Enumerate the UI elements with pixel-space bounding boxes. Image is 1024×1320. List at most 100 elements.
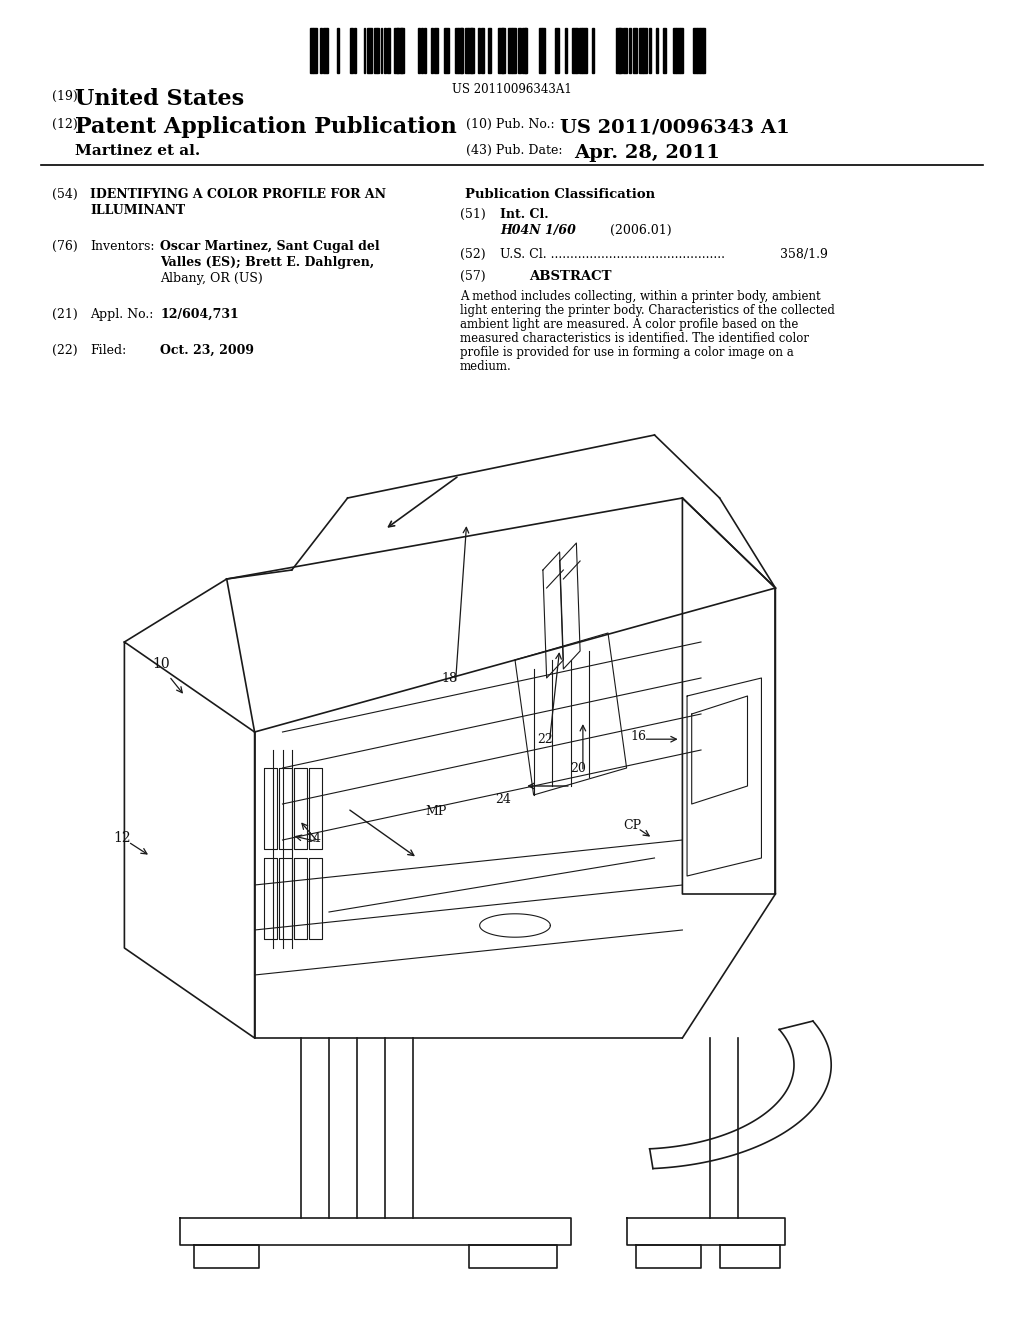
Text: 12/604,731: 12/604,731 — [160, 308, 239, 321]
Text: MP: MP — [425, 805, 446, 817]
Text: Inventors:: Inventors: — [90, 240, 155, 253]
Text: 10: 10 — [153, 657, 170, 672]
Bar — [630, 28, 631, 73]
Text: (22): (22) — [52, 345, 78, 356]
Bar — [677, 28, 680, 73]
Bar — [703, 28, 706, 73]
Text: CP: CP — [624, 820, 641, 832]
Text: Appl. No.:: Appl. No.: — [90, 308, 154, 321]
Text: (52): (52) — [460, 248, 485, 261]
Text: (10) Pub. No.:: (10) Pub. No.: — [466, 117, 555, 131]
Bar — [623, 28, 627, 73]
Text: medium.: medium. — [460, 360, 512, 374]
Bar — [693, 28, 697, 73]
Bar — [468, 28, 472, 73]
Bar — [444, 28, 449, 73]
Bar — [633, 28, 637, 73]
Bar — [384, 28, 386, 73]
Bar — [353, 28, 355, 73]
Bar — [321, 28, 322, 73]
Bar — [377, 28, 379, 73]
Bar — [387, 28, 390, 73]
Text: 22: 22 — [537, 733, 553, 746]
Text: light entering the printer body. Characteristics of the collected: light entering the printer body. Charact… — [460, 304, 835, 317]
Bar — [539, 28, 542, 73]
Bar — [337, 28, 339, 73]
Text: A method includes collecting, within a printer body, ambient: A method includes collecting, within a p… — [460, 290, 820, 304]
Bar — [455, 28, 458, 73]
Bar — [512, 28, 516, 73]
Bar — [471, 28, 474, 73]
Bar — [508, 28, 512, 73]
Text: 14: 14 — [305, 832, 322, 845]
Text: US 2011/0096343 A1: US 2011/0096343 A1 — [560, 117, 790, 136]
Text: ambient light are measured. A color profile based on the: ambient light are measured. A color prof… — [460, 318, 799, 331]
Bar — [324, 28, 327, 73]
Bar — [400, 28, 404, 73]
Text: 16: 16 — [631, 730, 647, 743]
Bar — [418, 28, 420, 73]
Bar — [555, 28, 559, 73]
Bar — [579, 28, 582, 73]
Text: 20: 20 — [570, 762, 586, 775]
Bar — [465, 28, 468, 73]
Text: (54): (54) — [52, 187, 78, 201]
Bar — [313, 28, 317, 73]
Bar — [434, 28, 438, 73]
Bar — [663, 28, 666, 73]
Bar — [364, 28, 366, 73]
Bar — [368, 28, 372, 73]
Text: Int. Cl.: Int. Cl. — [500, 209, 549, 220]
Text: profile is provided for use in forming a color image on a: profile is provided for use in forming a… — [460, 346, 794, 359]
Text: 24: 24 — [495, 793, 511, 807]
Bar — [620, 28, 622, 73]
Bar — [639, 28, 643, 73]
Text: Oct. 23, 2009: Oct. 23, 2009 — [160, 345, 254, 356]
Text: Valles (ES); Brett E. Dahlgren,: Valles (ES); Brett E. Dahlgren, — [160, 256, 374, 269]
Bar — [565, 28, 567, 73]
Bar — [592, 28, 594, 73]
Text: ABSTRACT: ABSTRACT — [528, 271, 611, 282]
Bar — [583, 28, 586, 73]
Text: U.S. Cl. .............................................: U.S. Cl. ...............................… — [500, 248, 725, 261]
Bar — [649, 28, 651, 73]
Bar — [575, 28, 578, 73]
Bar — [700, 28, 703, 73]
Text: 358/1.9: 358/1.9 — [780, 248, 827, 261]
Bar — [488, 28, 490, 73]
Bar — [518, 28, 520, 73]
Bar — [696, 28, 700, 73]
Bar — [572, 28, 575, 73]
Bar — [542, 28, 545, 73]
Bar — [431, 28, 432, 73]
Text: (43) Pub. Date:: (43) Pub. Date: — [466, 144, 562, 157]
Bar — [502, 28, 505, 73]
Text: ILLUMINANT: ILLUMINANT — [90, 205, 185, 216]
Bar — [327, 28, 329, 73]
Text: US 20110096343A1: US 20110096343A1 — [453, 83, 571, 96]
Bar — [394, 28, 398, 73]
Bar — [310, 28, 312, 73]
Bar — [424, 28, 426, 73]
Bar — [481, 28, 484, 73]
Text: United States: United States — [75, 88, 244, 110]
Bar — [680, 28, 683, 73]
Text: (57): (57) — [460, 271, 485, 282]
Text: 18: 18 — [442, 672, 458, 685]
Text: Oscar Martinez, Sant Cugal del: Oscar Martinez, Sant Cugal del — [160, 240, 380, 253]
Bar — [374, 28, 378, 73]
Bar — [461, 28, 463, 73]
Text: (21): (21) — [52, 308, 78, 321]
Text: Patent Application Publication: Patent Application Publication — [75, 116, 457, 139]
Text: (51): (51) — [460, 209, 485, 220]
Bar — [421, 28, 423, 73]
Bar — [586, 28, 588, 73]
Text: Albany, OR (US): Albany, OR (US) — [160, 272, 263, 285]
Bar — [643, 28, 647, 73]
Bar — [673, 28, 676, 73]
Text: H04N 1/60: H04N 1/60 — [500, 224, 575, 238]
Text: (76): (76) — [52, 240, 78, 253]
Text: 12: 12 — [114, 832, 131, 845]
Bar — [381, 28, 382, 73]
Bar — [350, 28, 353, 73]
